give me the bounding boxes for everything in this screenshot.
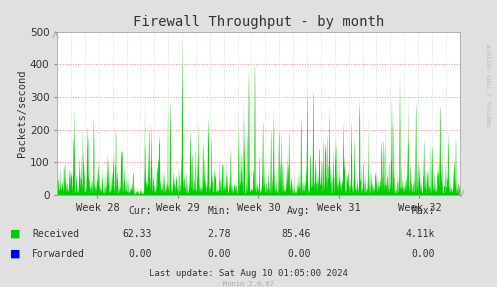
Text: 2.78: 2.78 [208,229,231,239]
Title: Firewall Throughput - by month: Firewall Throughput - by month [133,15,384,29]
Text: ■: ■ [10,249,20,259]
Text: Min:: Min: [208,206,231,216]
Text: Munin 2.0.67: Munin 2.0.67 [223,281,274,286]
Text: 4.11k: 4.11k [406,229,435,239]
Text: 62.33: 62.33 [122,229,152,239]
Text: Received: Received [32,229,80,239]
Text: Last update: Sat Aug 10 01:05:00 2024: Last update: Sat Aug 10 01:05:00 2024 [149,269,348,278]
Text: 0.00: 0.00 [128,249,152,259]
Text: 85.46: 85.46 [281,229,311,239]
Text: Max:: Max: [412,206,435,216]
Text: ■: ■ [10,229,20,239]
Text: 0.00: 0.00 [287,249,311,259]
Y-axis label: Packets/second: Packets/second [17,70,27,157]
Text: Cur:: Cur: [128,206,152,216]
Text: 0.00: 0.00 [412,249,435,259]
Text: Forwarded: Forwarded [32,249,85,259]
Text: Avg:: Avg: [287,206,311,216]
Text: 0.00: 0.00 [208,249,231,259]
Text: RRDTOOL / TOBI OETIKER: RRDTOOL / TOBI OETIKER [487,43,492,125]
